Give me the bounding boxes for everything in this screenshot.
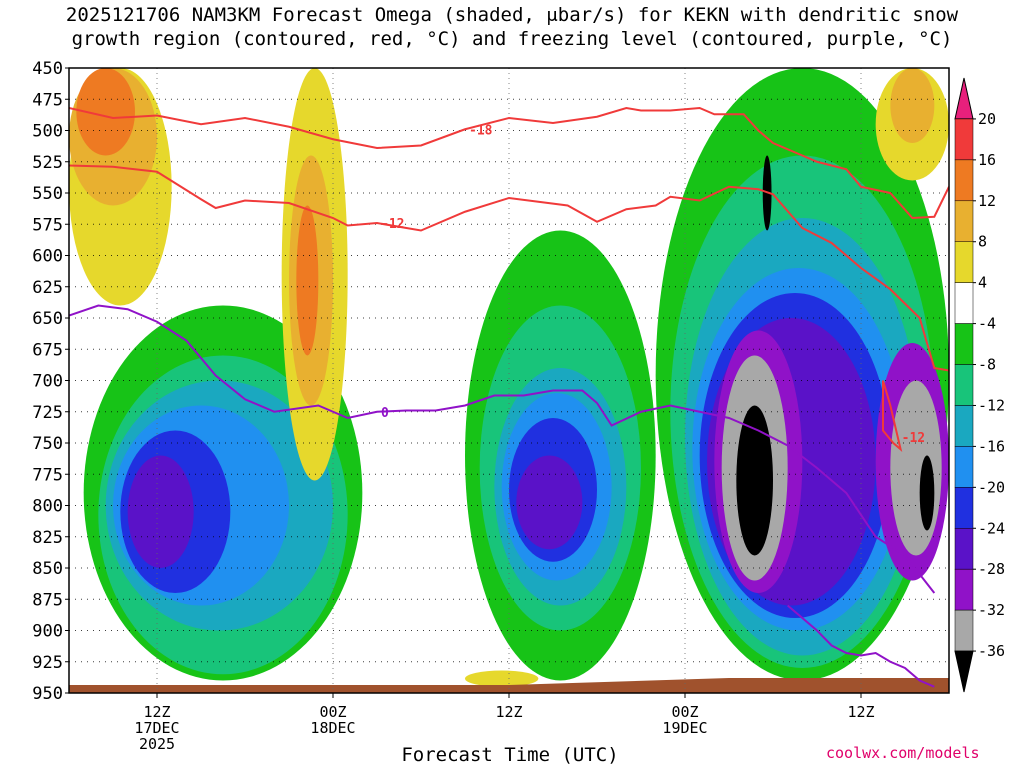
y-tick-label-650: 650 [32, 309, 63, 329]
omega-region-8 [127, 455, 194, 568]
y-tick-label-450: 450 [32, 59, 63, 79]
omega-region-30 [919, 455, 935, 531]
x-tick-label-0-2: 2025 [139, 735, 175, 753]
y-tick-label-525: 525 [32, 153, 63, 173]
freezing-contour-1 [787, 604, 935, 688]
colorbar-label-3: 8 [978, 233, 987, 251]
colorbar-top-arrow [954, 77, 974, 120]
colorbar-label-12: -32 [978, 601, 1005, 619]
omega-region-33 [465, 670, 539, 687]
colorbar-label-0: 20 [978, 110, 996, 128]
y-tick-label-900: 900 [32, 622, 63, 642]
colorbar-label-1: 16 [978, 151, 996, 169]
colorbar-segment-5 [954, 282, 974, 324]
colorbar-segment-3 [954, 200, 974, 242]
colorbar-segment-4 [954, 241, 974, 283]
colorbar-segment-9 [954, 446, 974, 488]
omega-region-29 [890, 380, 942, 556]
y-tick-label-925: 925 [32, 653, 63, 673]
colorbar-label-9: -20 [978, 478, 1005, 496]
y-tick-label-550: 550 [32, 184, 63, 204]
y-tick-label-775: 775 [32, 465, 63, 485]
x-axis-title: Forecast Time (UTC) [401, 744, 619, 766]
y-tick-label-600: 600 [32, 247, 63, 267]
colorbar-bottom-arrow [954, 650, 974, 693]
colorbar-segment-11 [954, 528, 974, 570]
colorbar-label-5: -4 [978, 315, 996, 333]
y-tick-label-950: 950 [32, 684, 63, 704]
y-tick-label-475: 475 [32, 90, 63, 110]
omega-region-17 [516, 455, 583, 550]
omega-region-11 [296, 205, 319, 356]
x-tick-label-1-1: 18DEC [310, 719, 355, 737]
y-tick-label-675: 675 [32, 340, 63, 360]
x-tick-label-3-1: 19DEC [662, 719, 707, 737]
y-tick-label-500: 500 [32, 122, 63, 142]
y-tick-label-875: 875 [32, 590, 63, 610]
omega-region-26 [736, 405, 774, 556]
y-tick-label-750: 750 [32, 434, 63, 454]
terrain-band [69, 678, 949, 693]
colorbar-segment-7 [954, 364, 974, 406]
freezing-contour-0-label: 0 [381, 406, 389, 421]
dgz-contour-2 [882, 380, 903, 452]
y-tick-label-575: 575 [32, 215, 63, 235]
y-tick-label-700: 700 [32, 372, 63, 392]
x-tick-label-3-0: 00Z [671, 703, 698, 721]
colorbar-segment-12 [954, 568, 974, 611]
colorbar-segment-13 [954, 609, 974, 652]
omega-region-32 [890, 68, 935, 143]
y-tick-label-625: 625 [32, 278, 63, 298]
colorbar-segment-10 [954, 487, 974, 529]
x-tick-label-0-1: 17DEC [134, 719, 179, 737]
credit-text: coolwx.com/models [826, 744, 980, 762]
x-tick-label-4-0: 12Z [847, 703, 874, 721]
colorbar-label-4: 4 [978, 274, 987, 292]
colorbar-label-13: -36 [978, 642, 1005, 660]
dgz-contour-1 [69, 164, 949, 372]
colorbar-label-2: 12 [978, 192, 996, 210]
dgz-contour-2-label: -12 [902, 431, 925, 446]
y-tick-label-800: 800 [32, 497, 63, 517]
x-tick-label-1-0: 00Z [319, 703, 346, 721]
y-tick-label-725: 725 [32, 403, 63, 423]
dgz-contour-1-label: -12 [381, 217, 404, 232]
x-tick-label-2-0: 12Z [495, 703, 522, 721]
dgz-contour-0 [69, 106, 949, 220]
dgz-contour-0-label: -18 [469, 123, 493, 138]
colorbar-label-6: -8 [978, 356, 996, 374]
colorbar-label-10: -24 [978, 519, 1005, 537]
colorbar-segment-2 [954, 159, 974, 202]
x-tick-label-0-0: 12Z [143, 703, 170, 721]
chart-title-line2: growth region (contoured, red, °C) and f… [71, 28, 953, 50]
freezing-contour-0 [69, 304, 936, 594]
colorbar-segment-6 [954, 323, 974, 365]
y-tick-label-850: 850 [32, 559, 63, 579]
colorbar-segment-8 [954, 405, 974, 447]
colorbar-segment-1 [954, 118, 974, 161]
colorbar-label-7: -12 [978, 396, 1005, 414]
colorbar-label-8: -16 [978, 437, 1005, 455]
chart-title-line1: 2025121706 NAM3KM Forecast Omega (shaded… [65, 4, 959, 26]
omega-region-2 [76, 68, 135, 156]
colorbar-label-11: -28 [978, 560, 1005, 578]
y-tick-label-825: 825 [32, 528, 63, 548]
